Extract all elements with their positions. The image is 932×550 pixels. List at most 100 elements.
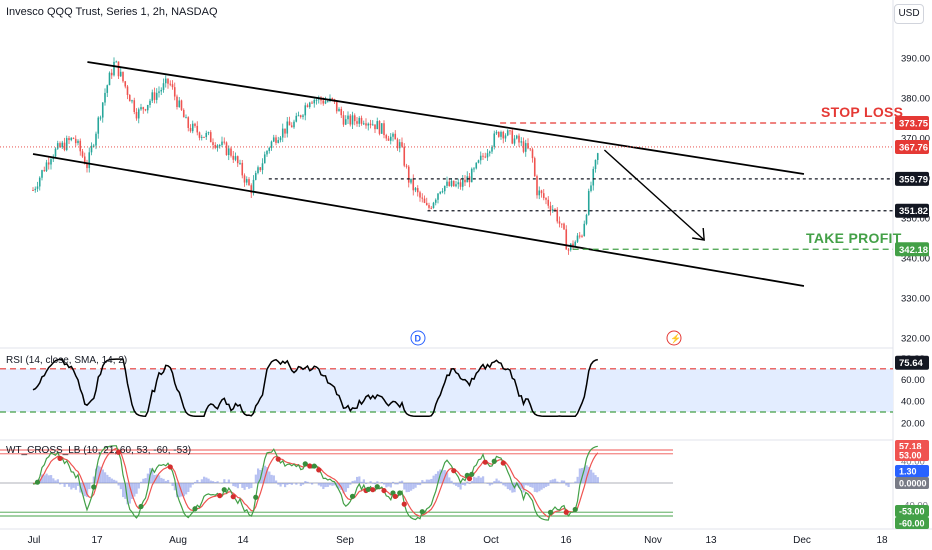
wt-value-tag <box>895 449 929 461</box>
wt-histogram-bar <box>374 483 377 485</box>
wt-histogram-bar <box>563 480 566 483</box>
candle-body <box>581 235 583 237</box>
candle-body <box>434 199 437 203</box>
wt-histogram-bar <box>551 479 554 483</box>
wt-histogram-bar <box>299 483 302 487</box>
wt-histogram-bar <box>331 483 334 486</box>
wt-histogram-bar <box>245 483 248 487</box>
candle-body <box>439 191 442 194</box>
wt-histogram-bar <box>275 480 278 483</box>
wt-histogram-bar <box>448 477 451 483</box>
dividend-marker-label: D <box>415 334 422 344</box>
candle-body <box>72 137 75 139</box>
candle-body <box>531 149 534 159</box>
candle-body <box>394 133 397 140</box>
wt-histogram-bar <box>590 469 593 483</box>
candle-body <box>594 159 597 169</box>
dividend-marker <box>410 330 426 346</box>
candle-body <box>331 98 334 100</box>
wt-histogram-bar <box>338 483 341 489</box>
wt-value-tag <box>895 465 929 477</box>
wt-histogram-bar <box>387 483 390 487</box>
wt-histogram-bar <box>428 479 431 483</box>
candle-body <box>122 71 124 82</box>
wt-histogram-bar <box>385 483 388 488</box>
candle-body <box>506 130 509 136</box>
wt-tick-label: 40.00 <box>901 457 925 468</box>
level-price-text: 342.18 <box>899 245 928 256</box>
wt-histogram-bar <box>153 474 156 483</box>
candle-body <box>455 184 457 187</box>
wt-cross-dot <box>401 501 407 507</box>
wt-cross-dot <box>167 464 173 470</box>
wt-histogram-bar <box>441 470 444 483</box>
wt-histogram-bar <box>250 483 253 489</box>
wt-histogram-bar <box>279 483 282 487</box>
candle-body <box>196 125 199 133</box>
candle-body <box>533 158 536 177</box>
candle-body <box>441 191 444 193</box>
price-tick-label: 380.00 <box>901 94 930 105</box>
candle-body <box>398 142 401 149</box>
wt-histogram-bar <box>110 478 113 483</box>
candle-body <box>374 124 376 130</box>
wt-histogram-bar <box>101 469 104 483</box>
wt-histogram-bar <box>47 475 50 483</box>
candle-body <box>558 221 561 224</box>
candle-body <box>268 147 271 151</box>
wt-cross-dot <box>381 487 387 494</box>
candle-body <box>88 152 91 169</box>
wt-histogram-bar <box>389 483 392 488</box>
candle-body <box>225 142 228 156</box>
time-tick-label: Sep <box>336 535 354 546</box>
wt-histogram-bar <box>65 483 68 485</box>
candle-body <box>254 173 257 180</box>
candle-body <box>65 138 68 150</box>
candle-body <box>232 155 235 160</box>
candle-body <box>126 86 129 95</box>
wt-histogram-bar <box>470 480 473 483</box>
level-price-text: 351.82 <box>899 206 928 217</box>
wt-histogram-bar <box>556 481 559 483</box>
candle-body <box>153 92 156 100</box>
candle-body <box>119 71 122 77</box>
candle-body <box>214 144 217 148</box>
candle-body <box>279 137 282 141</box>
candle-body <box>288 121 291 126</box>
candle-body <box>387 138 390 141</box>
wt-cross-dot <box>253 494 259 500</box>
candle-body <box>542 193 545 199</box>
candle-body <box>369 123 372 126</box>
candle-body <box>362 123 365 125</box>
candle-body <box>86 163 88 169</box>
candle-body <box>297 115 300 117</box>
wt-histogram-bar <box>173 483 176 491</box>
wt-title: WT_CROSS_LB (10, 21, 60, 53, -60, -53) <box>6 445 192 456</box>
candle-body <box>473 168 475 170</box>
wt-histogram-bar <box>365 483 368 484</box>
candle-body <box>176 96 178 108</box>
currency-button[interactable]: USD <box>894 4 924 24</box>
wt-cross-dot <box>572 506 578 513</box>
wt-histogram-bar <box>272 475 275 483</box>
candle-body <box>540 190 543 194</box>
wt-histogram-bar <box>587 466 590 483</box>
candle-body <box>585 214 588 224</box>
candle-body <box>272 137 275 142</box>
wt-histogram-bar <box>396 483 399 485</box>
wt-histogram-bar <box>227 479 230 483</box>
candle-body <box>410 178 412 183</box>
price-tick-label: 350.00 <box>901 214 930 225</box>
candle-body <box>421 197 424 199</box>
candle-body <box>446 181 448 186</box>
candle-body <box>155 92 158 100</box>
time-tick-label: 13 <box>705 535 717 546</box>
candle-body <box>293 121 295 128</box>
wt-histogram-bar <box>529 483 532 487</box>
candle-body <box>187 117 190 128</box>
candle-body <box>110 72 113 76</box>
candle-body <box>536 176 538 196</box>
take-profit-label: TAKE PROFIT <box>806 230 902 246</box>
candle-body <box>515 135 518 139</box>
